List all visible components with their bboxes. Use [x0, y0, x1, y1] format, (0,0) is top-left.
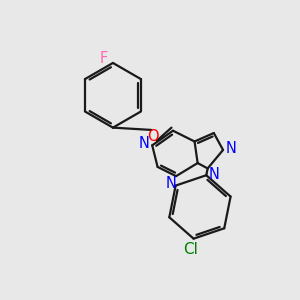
Text: O: O	[147, 129, 159, 144]
Text: F: F	[100, 51, 108, 66]
Text: N: N	[225, 141, 236, 156]
Text: Cl: Cl	[183, 242, 198, 257]
Text: N: N	[139, 136, 150, 151]
Text: N: N	[166, 176, 177, 191]
Text: N: N	[208, 167, 219, 182]
